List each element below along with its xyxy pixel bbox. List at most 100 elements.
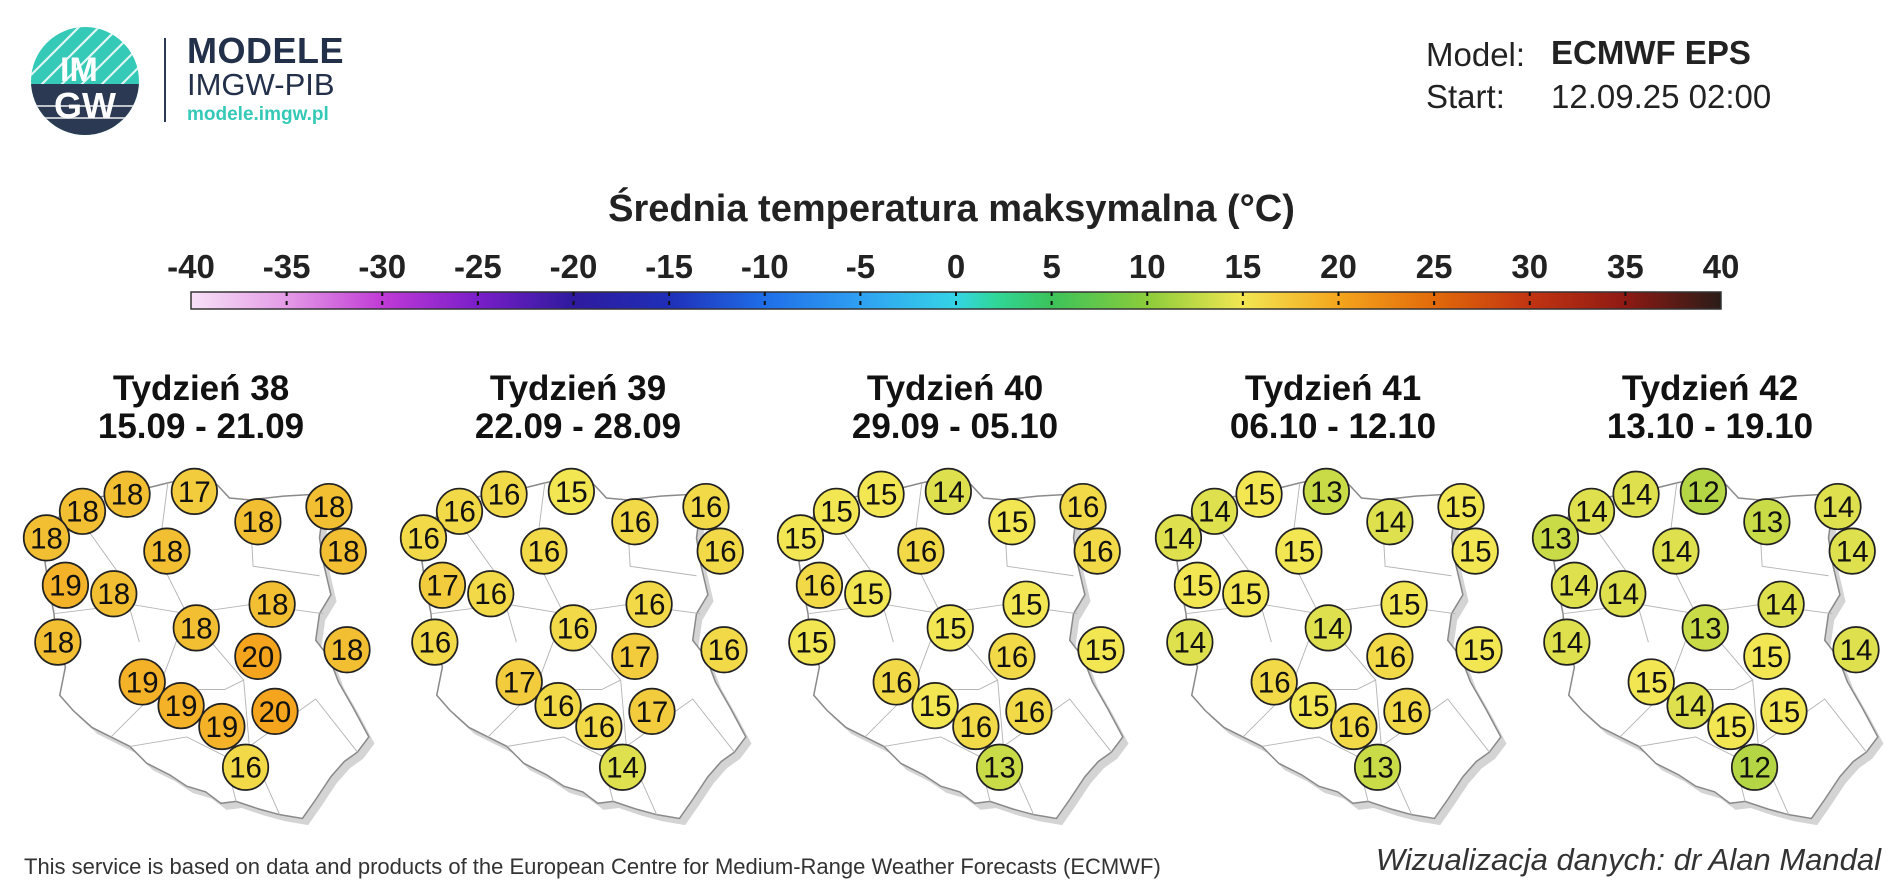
temperature-marker: 15	[788, 618, 836, 666]
temperature-marker: 15	[926, 604, 974, 652]
temperature-value: 13	[1539, 522, 1572, 555]
week-panel: Tydzień 39 22.09 - 28.09 16 16 15 16 16 16 16 16 1…	[398, 370, 758, 830]
colorbar-tick-label: 40	[1703, 248, 1740, 285]
temperature-circle	[611, 498, 659, 546]
temperature-value: 14	[606, 752, 639, 785]
temperature-value: 16	[528, 536, 561, 569]
temperature-marker: 16	[625, 580, 673, 628]
colorbar-tick-label: -20	[550, 248, 598, 285]
temperature-value: 20	[259, 696, 292, 729]
temperature-value: 14	[1162, 522, 1195, 555]
temperature-circle	[234, 498, 282, 546]
temperature-value: 17	[636, 696, 669, 729]
temperature-marker: 14	[924, 467, 972, 515]
temperature-circle	[897, 527, 945, 575]
temperature-circle	[575, 702, 623, 751]
temperature-value: 15	[784, 522, 817, 555]
colorbar-tick-label: -35	[263, 248, 311, 285]
temperature-value: 18	[242, 506, 275, 539]
temperature-marker: 12	[1679, 467, 1727, 515]
temperature-marker: 15	[1437, 482, 1485, 531]
temperature-value: 13	[1751, 506, 1784, 539]
temperature-circle	[1550, 561, 1599, 609]
temperature-value: 16	[1391, 696, 1424, 729]
temperature-value: 14	[1765, 589, 1798, 622]
temperature-value: 15	[1181, 570, 1214, 603]
temperature-circle	[1059, 482, 1107, 531]
temperature-circle	[435, 487, 484, 535]
temperature-value: 14	[1551, 627, 1584, 660]
temperature-circle	[872, 658, 920, 706]
temperature-circle	[1612, 470, 1660, 518]
temperature-value: 15	[1085, 634, 1118, 667]
temperature-value: 15	[1635, 666, 1668, 699]
temperature-value: 16	[1067, 491, 1100, 524]
temperature-value: 19	[126, 666, 159, 699]
temperature-circle	[90, 570, 138, 618]
temperature-marker: 14	[1366, 498, 1414, 546]
temperature-circle	[812, 487, 861, 535]
temperature-value: 16	[488, 479, 521, 512]
temperature-circle	[411, 618, 459, 666]
temperature-circle	[1073, 527, 1121, 575]
temperature-circle	[1302, 467, 1350, 515]
temperature-circle	[251, 687, 299, 735]
week-panel: Tydzień 38 15.09 - 21.09 18 18 17 18 18 18 18 18 1…	[21, 370, 381, 830]
temperature-marker: 16	[1005, 687, 1053, 735]
temperature-marker: 15	[911, 682, 959, 730]
week-title: Tydzień 39	[489, 369, 667, 408]
temperature-value: 15	[865, 479, 898, 512]
temperature-circle	[1275, 527, 1323, 575]
temperature-circle	[198, 702, 246, 751]
temperature-value: 18	[42, 627, 75, 660]
footer-credit: This service is based on data and produc…	[24, 854, 1161, 879]
temperature-circle	[399, 514, 448, 562]
temperature-circle	[628, 687, 676, 735]
temperature-value: 16	[996, 641, 1029, 674]
temperature-circle	[1353, 743, 1402, 791]
colorbar-tick-label: 35	[1607, 248, 1644, 285]
temperature-circle	[549, 604, 597, 652]
temperature-marker: 15	[1275, 527, 1323, 575]
temperature-marker: 16	[1383, 687, 1431, 735]
temperature-value: 18	[30, 522, 63, 555]
temperature-marker: 17	[611, 632, 659, 680]
temperature-marker: 16	[682, 482, 730, 531]
colorbar-tick-label: -30	[358, 248, 406, 285]
temperature-circle	[1002, 580, 1050, 628]
temperature-circle	[547, 467, 595, 515]
brand-subtitle: IMGW-PIB	[187, 67, 335, 102]
temperature-value: 16	[443, 496, 476, 529]
temperature-circle	[1154, 514, 1203, 562]
temperature-marker: 13	[1302, 467, 1350, 515]
temperature-marker: 14	[1666, 682, 1714, 730]
temperature-circle	[788, 618, 836, 666]
temperature-value: 14	[1674, 690, 1707, 723]
temperature-circle	[975, 743, 1024, 791]
temperature-marker: 16	[1059, 482, 1107, 531]
temperature-marker: 16	[952, 702, 1000, 751]
temperature-circle	[1543, 618, 1591, 666]
week-dates: 29.09 - 05.10	[851, 407, 1059, 446]
start-label: Start:	[1426, 78, 1505, 115]
footer-author: Wizualizacja danych: dr Alan Mandal	[1375, 842, 1881, 877]
temperature-value: 16	[1338, 711, 1371, 744]
temperature-circle	[172, 604, 220, 652]
temperature-circle	[480, 470, 528, 518]
temperature-circle	[1743, 632, 1791, 680]
colorbar-tick-label: 30	[1511, 248, 1548, 285]
temperature-value: 14	[1660, 536, 1693, 569]
temperature-marker: 18	[305, 482, 353, 531]
temperature-value: 18	[66, 496, 99, 529]
temperature-marker: 16	[575, 702, 623, 751]
temperature-value: 15	[1229, 578, 1262, 611]
temperature-marker: 19	[198, 702, 246, 751]
temperature-marker: 18	[234, 498, 282, 546]
temperature-circle	[157, 682, 205, 730]
week-title: Tydzień 40	[866, 369, 1044, 408]
temperature-marker: 14	[1550, 561, 1599, 609]
temperature-value: 15	[1297, 690, 1330, 723]
temperature-marker: 16	[1250, 658, 1298, 706]
temperature-marker: 14	[1543, 618, 1591, 666]
